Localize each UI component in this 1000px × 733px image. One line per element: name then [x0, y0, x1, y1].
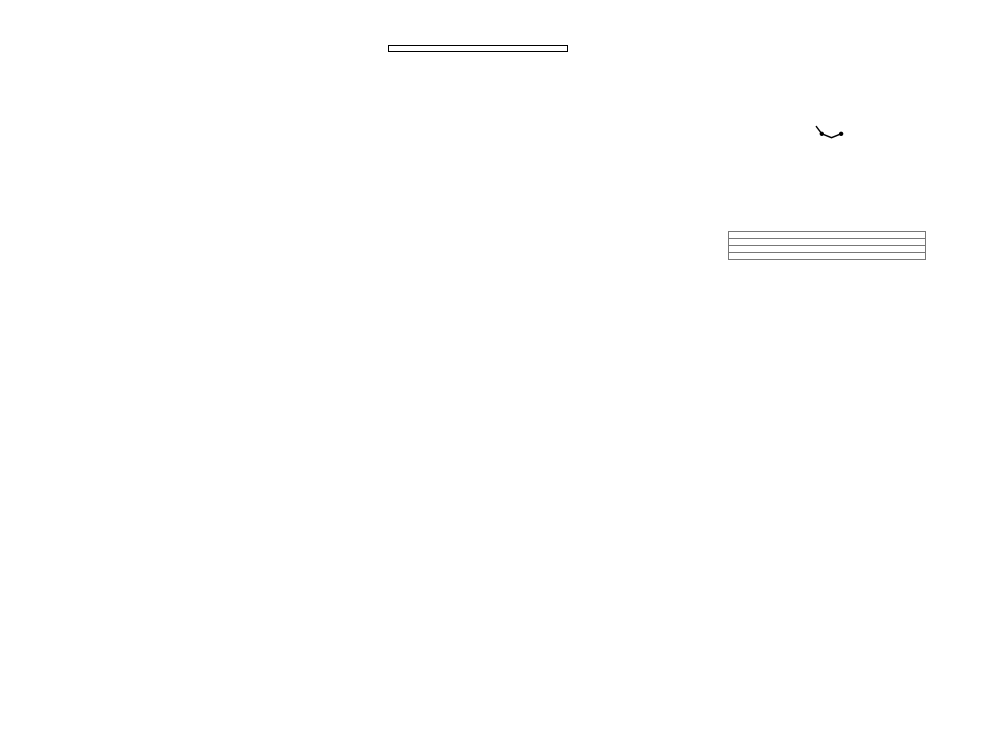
hodograph-trace	[815, 125, 842, 139]
hodograph-trace-dot	[838, 131, 844, 136]
legend	[388, 45, 568, 52]
hodograph-stats-box	[728, 252, 926, 260]
info-panel	[728, 231, 926, 260]
hodograph-trace-dot	[819, 131, 824, 136]
